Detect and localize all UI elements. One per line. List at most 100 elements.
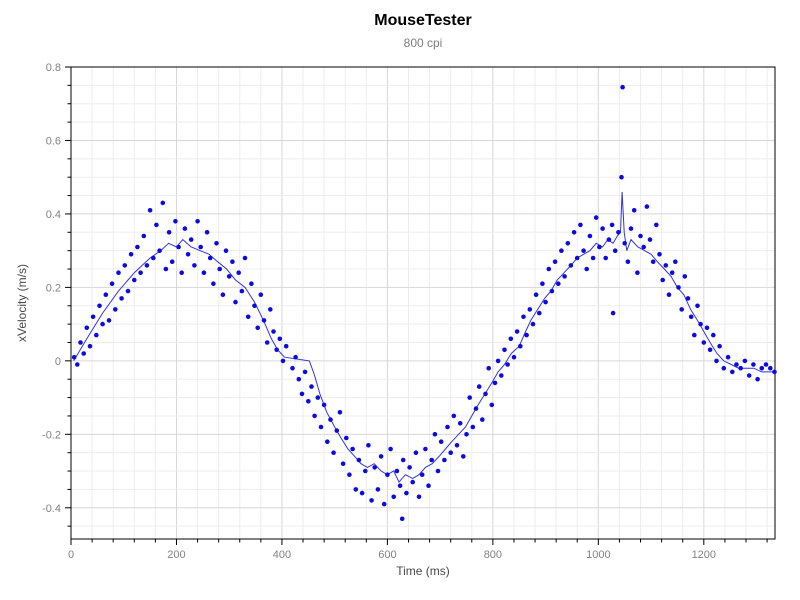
scatter-points	[71, 84, 777, 522]
data-point	[160, 200, 166, 206]
data-point	[363, 468, 368, 474]
data-point	[721, 365, 727, 371]
data-point	[132, 277, 137, 283]
data-point	[141, 233, 147, 239]
data-point	[610, 310, 616, 316]
y-tick-label: 0.8	[46, 62, 61, 74]
data-point	[432, 432, 438, 437]
data-point	[315, 395, 321, 400]
x-tick-label: 1200	[692, 549, 716, 561]
data-point	[467, 395, 473, 400]
data-point	[201, 270, 207, 276]
data-point	[198, 244, 203, 250]
data-point	[772, 369, 777, 375]
data-point	[258, 292, 264, 298]
data-point	[473, 406, 479, 411]
data-point	[296, 376, 302, 382]
data-point	[299, 391, 305, 397]
data-point	[381, 501, 387, 507]
data-point	[738, 365, 743, 371]
data-point	[606, 237, 612, 242]
data-point	[609, 222, 615, 228]
data-point	[242, 255, 248, 261]
data-point	[464, 432, 469, 437]
data-point	[616, 230, 621, 235]
data-point	[511, 354, 517, 360]
data-point	[312, 413, 317, 419]
x-tick-label: 600	[378, 549, 396, 561]
data-point	[344, 435, 349, 441]
data-point	[337, 410, 343, 415]
data-point	[128, 252, 134, 257]
data-point	[682, 274, 688, 279]
data-point	[369, 498, 374, 503]
data-point	[426, 483, 431, 489]
data-point	[413, 450, 419, 456]
data-point	[274, 347, 280, 353]
data-point	[97, 303, 102, 309]
data-point	[571, 230, 577, 235]
data-point	[407, 465, 412, 470]
data-point	[695, 303, 700, 309]
x-tick-label: 0	[68, 549, 74, 561]
data-point	[641, 244, 646, 250]
y-axis-title: xVelocity (m/s)	[15, 264, 29, 343]
data-point	[518, 343, 523, 349]
data-point	[135, 244, 140, 250]
data-point	[480, 417, 485, 422]
data-point	[600, 226, 605, 231]
data-point	[366, 443, 371, 448]
grid-lines	[71, 67, 775, 539]
data-point	[252, 303, 257, 309]
data-point	[214, 241, 219, 246]
data-point	[328, 417, 333, 422]
data-point	[698, 321, 703, 327]
data-point	[261, 318, 267, 323]
data-point	[635, 270, 640, 276]
data-point	[176, 244, 181, 250]
data-point	[644, 204, 650, 209]
data-point	[574, 255, 580, 261]
data-point	[527, 307, 533, 312]
data-point	[321, 402, 327, 408]
data-point	[559, 248, 564, 253]
data-point	[666, 292, 672, 298]
data-point	[546, 266, 552, 272]
data-point	[673, 259, 678, 265]
data-point	[619, 174, 624, 180]
x-tick-label: 400	[273, 549, 291, 561]
data-point	[119, 296, 124, 301]
data-point	[685, 296, 691, 301]
data-point	[375, 487, 381, 492]
data-point	[650, 259, 656, 265]
data-point	[233, 299, 238, 305]
data-point	[483, 391, 488, 397]
data-point	[347, 472, 352, 478]
y-tick-label: 0.2	[46, 282, 61, 294]
data-point	[759, 365, 765, 371]
data-point	[94, 332, 99, 338]
data-point	[100, 321, 105, 327]
data-point	[751, 362, 756, 367]
data-point	[217, 266, 222, 272]
x-tick-label: 200	[167, 549, 185, 561]
data-point	[87, 343, 93, 349]
data-point	[768, 365, 773, 371]
data-point	[378, 454, 384, 459]
y-tick-label: -0.4	[42, 503, 61, 515]
data-point	[524, 332, 529, 338]
data-point	[514, 329, 520, 334]
data-point	[742, 358, 748, 364]
data-point	[293, 354, 298, 360]
data-point	[245, 314, 251, 320]
data-point	[508, 336, 514, 342]
data-point	[711, 332, 716, 338]
data-point	[587, 233, 593, 239]
data-point	[620, 84, 625, 90]
data-point	[144, 263, 150, 268]
data-point	[283, 343, 289, 349]
data-point	[707, 347, 713, 353]
data-point	[226, 274, 232, 279]
